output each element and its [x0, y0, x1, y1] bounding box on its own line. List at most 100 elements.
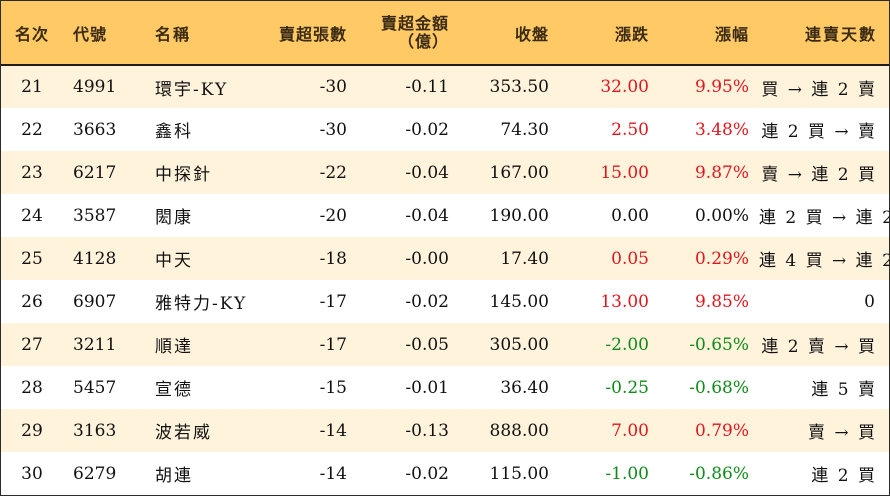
- table-row[interactable]: 26 6907 雅特力-KY -17 -0.02 145.00 13.00 9.85% 0: [1, 280, 889, 323]
- table-row[interactable]: 30 6279 胡連 -14 -0.02 115.00 -1.00 -0.86% 連 2 買: [1, 452, 889, 495]
- cell-name[interactable]: 雅特力-KY: [155, 294, 247, 314]
- cell-net-sell-amount: -0.11: [405, 77, 449, 97]
- header-name[interactable]: 名稱: [145, 1, 247, 66]
- cell-change: 32.00: [600, 77, 649, 97]
- table-row[interactable]: 27 3211 順達 -17 -0.05 305.00 -2.00 -0.65% 連 2 賣 →…: [1, 323, 889, 366]
- table-row[interactable]: 24 3587 閎康 -20 -0.04 190.00 0.00 0.00% 連 2 買 → 連…: [1, 194, 889, 237]
- table-row[interactable]: 22 3663 鑫科 -30 -0.02 74.30 2.50 3.48% 連 2 買 → 賣: [1, 108, 889, 151]
- cell-rank: 28: [21, 377, 43, 398]
- cell-net-sell-volume: -14: [319, 463, 347, 484]
- cell-change-pct: 0.79%: [694, 420, 749, 441]
- header-net-sell-amount[interactable]: 賣超金額 （億）: [357, 1, 459, 66]
- cell-code[interactable]: 4128: [73, 248, 117, 269]
- cell-change-pct: 9.85%: [694, 291, 749, 312]
- header-change-pct[interactable]: 漲幅: [659, 1, 759, 66]
- cell-streak: 連 4 買 → 連 2 賣: [759, 251, 889, 271]
- cell-change-pct: 9.87%: [694, 162, 749, 183]
- cell-code[interactable]: 3211: [73, 334, 117, 355]
- cell-name[interactable]: 胡連: [155, 466, 193, 486]
- cell-close: 167.00: [489, 162, 549, 183]
- cell-rank: 24: [21, 205, 43, 226]
- cell-streak: 連 2 買 → 連 2 賣: [759, 208, 889, 228]
- table-row[interactable]: 29 3163 波若威 -14 -0.13 888.00 7.00 0.79% 賣 → 買: [1, 409, 889, 452]
- cell-rank: 26: [21, 291, 43, 312]
- cell-net-sell-volume: -20: [319, 205, 347, 226]
- cell-close: 353.50: [489, 77, 549, 97]
- cell-rank: 27: [21, 334, 43, 355]
- cell-change-pct: 3.48%: [694, 119, 749, 140]
- cell-close: 115.00: [489, 463, 549, 484]
- cell-rank: 29: [21, 420, 43, 441]
- cell-name[interactable]: 波若威: [155, 423, 212, 443]
- header-close[interactable]: 收盤: [459, 1, 559, 66]
- cell-streak: 連 5 賣: [811, 380, 877, 400]
- cell-net-sell-volume: -30: [319, 119, 347, 140]
- cell-net-sell-amount: -0.02: [405, 119, 449, 140]
- cell-change: 15.00: [600, 162, 649, 183]
- cell-name[interactable]: 中天: [155, 251, 193, 271]
- header-net-sell-volume[interactable]: 賣超張數: [247, 1, 357, 66]
- cell-streak: 連 2 賣 → 買: [761, 337, 877, 357]
- cell-net-sell-amount: -0.02: [405, 291, 449, 312]
- header-streak[interactable]: 連賣天數: [759, 1, 889, 66]
- cell-rank: 30: [21, 463, 43, 484]
- header-rank[interactable]: 名次: [1, 1, 63, 66]
- table-row[interactable]: 23 6217 中探針 -22 -0.04 167.00 15.00 9.87% 賣 → 連 2…: [1, 151, 889, 194]
- cell-code[interactable]: 6279: [73, 463, 117, 484]
- cell-name[interactable]: 宣德: [155, 380, 193, 400]
- cell-rank: 23: [21, 162, 43, 183]
- cell-code[interactable]: 3663: [73, 119, 117, 140]
- cell-code[interactable]: 4991: [73, 77, 117, 97]
- cell-change: 13.00: [600, 291, 649, 312]
- cell-name[interactable]: 環宇-KY: [155, 79, 229, 100]
- cell-change-pct: -0.86%: [689, 463, 749, 484]
- cell-code[interactable]: 5457: [73, 377, 117, 398]
- cell-close: 74.30: [500, 119, 549, 140]
- header-net-sell-amount-line1: 賣超金額: [380, 13, 449, 33]
- table-row[interactable]: 25 4128 中天 -18 -0.00 17.40 0.05 0.29% 連 4 買 → 連 …: [1, 237, 889, 280]
- cell-change-pct: 0.00%: [694, 205, 749, 226]
- cell-net-sell-volume: -14: [319, 420, 347, 441]
- cell-net-sell-amount: -0.04: [405, 162, 449, 183]
- cell-close: 17.40: [500, 248, 549, 269]
- cell-close: 305.00: [489, 334, 549, 355]
- cell-change: 0.05: [611, 248, 649, 269]
- cell-change-pct: -0.68%: [689, 377, 749, 398]
- cell-code[interactable]: 6907: [73, 291, 117, 312]
- cell-net-sell-volume: -30: [319, 77, 347, 97]
- table-row[interactable]: 21 4991 環宇-KY -30 -0.11 353.50 32.00 9.95% 買 → 連…: [1, 65, 889, 108]
- cell-net-sell-volume: -17: [319, 334, 347, 355]
- table-header: 名次 代號 名稱 賣超張數 賣超金額 （億） 收盤 漲跌 漲幅 連賣天數: [1, 1, 889, 66]
- cell-code[interactable]: 3163: [73, 420, 117, 441]
- header-row: 名次 代號 名稱 賣超張數 賣超金額 （億） 收盤 漲跌 漲幅 連賣天數: [1, 1, 889, 66]
- header-change[interactable]: 漲跌: [559, 1, 659, 66]
- cell-net-sell-amount: -0.02: [405, 463, 449, 484]
- cell-name[interactable]: 中探針: [155, 165, 212, 185]
- cell-close: 145.00: [489, 291, 549, 312]
- cell-change: -1.00: [605, 463, 649, 484]
- cell-code[interactable]: 3587: [73, 205, 117, 226]
- cell-net-sell-volume: -17: [319, 291, 347, 312]
- cell-streak: 連 2 買: [811, 466, 877, 486]
- cell-name[interactable]: 鑫科: [155, 122, 193, 142]
- cell-close: 36.40: [500, 377, 549, 398]
- cell-rank: 21: [21, 77, 43, 97]
- cell-change-pct: 0.29%: [694, 248, 749, 269]
- cell-rank: 25: [21, 248, 43, 269]
- table-row[interactable]: 28 5457 宣德 -15 -0.01 36.40 -0.25 -0.68% 連 5 賣: [1, 366, 889, 409]
- cell-net-sell-volume: -18: [319, 248, 347, 269]
- cell-streak: 0: [864, 291, 877, 312]
- cell-net-sell-amount: -0.01: [405, 377, 449, 398]
- cell-net-sell-amount: -0.05: [405, 334, 449, 355]
- header-net-sell-amount-line2: （億）: [397, 31, 449, 51]
- cell-name[interactable]: 順達: [155, 337, 193, 357]
- cell-code[interactable]: 6217: [73, 162, 117, 183]
- cell-streak: 買 → 連 2 賣: [761, 79, 877, 100]
- header-code[interactable]: 代號: [63, 1, 145, 66]
- cell-change: 0.00: [611, 205, 649, 226]
- cell-change-pct: -0.65%: [689, 334, 749, 355]
- cell-streak: 賣 → 買: [807, 423, 877, 443]
- cell-close: 190.00: [489, 205, 549, 226]
- cell-name[interactable]: 閎康: [155, 208, 193, 228]
